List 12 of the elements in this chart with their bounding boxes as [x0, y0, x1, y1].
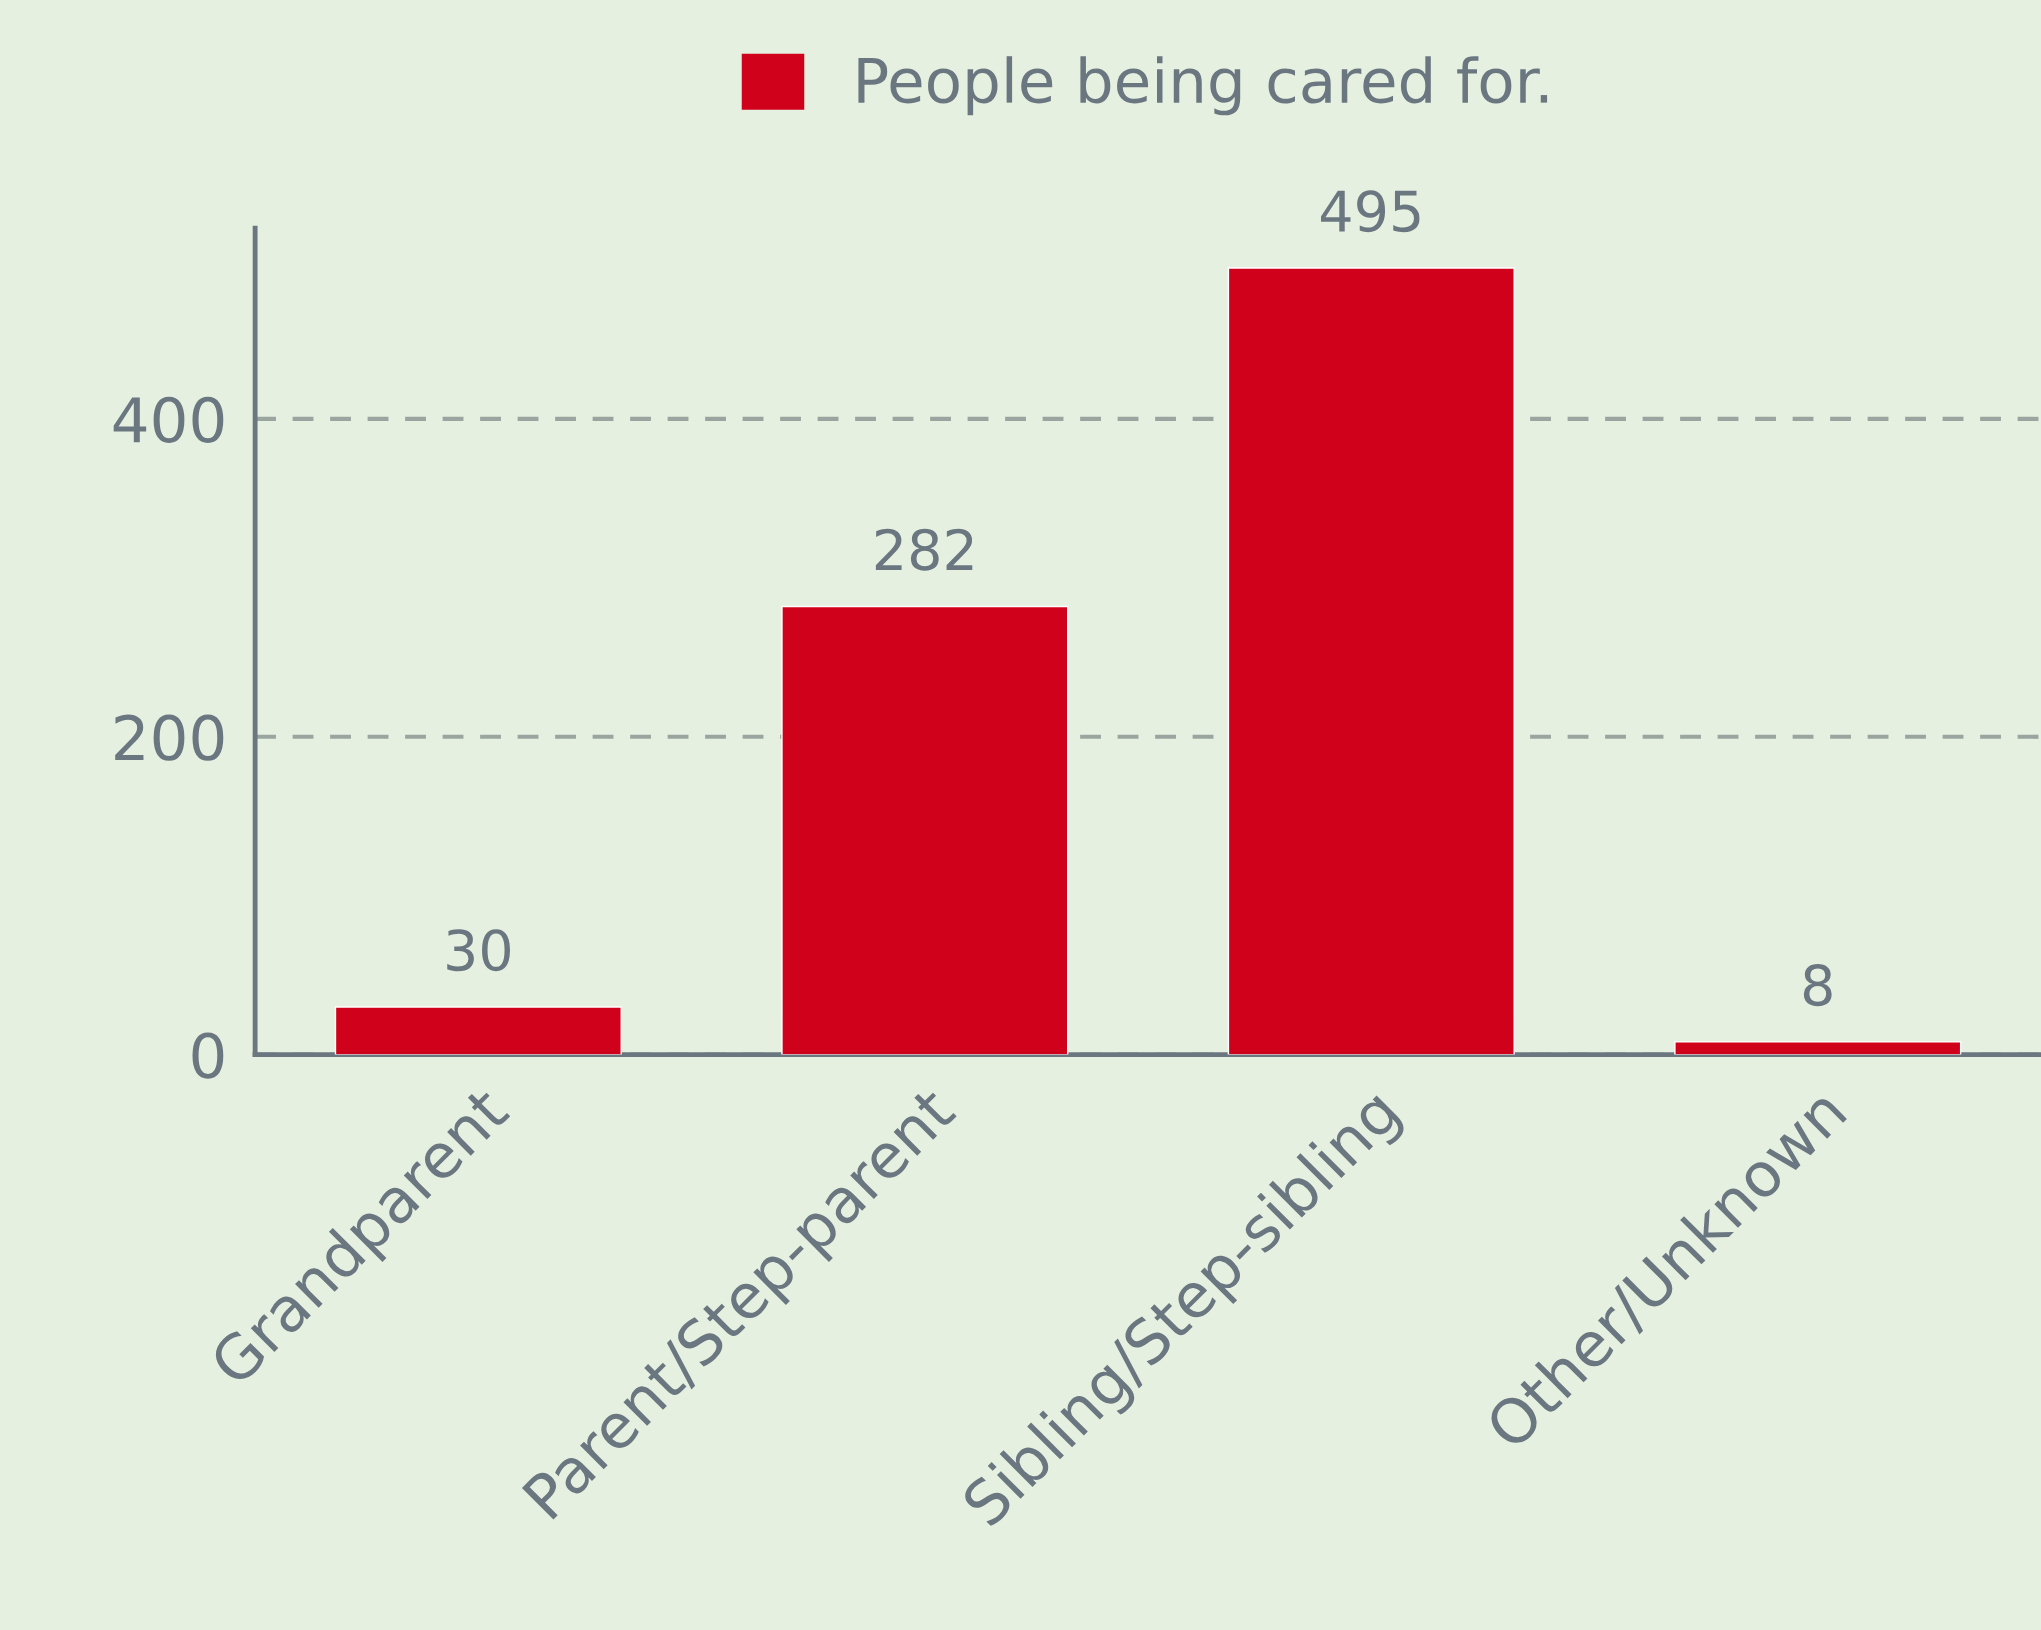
- y-tick-label: 200: [115, 714, 224, 761]
- y-tick-label: 400: [113, 396, 224, 443]
- y-tick-label: 0: [192, 1032, 224, 1079]
- bar: [781, 605, 1069, 1055]
- data-label: 8: [1803, 964, 1832, 1007]
- data-label: 30: [447, 929, 511, 972]
- data-label: 495: [1320, 190, 1420, 233]
- data-label: 282: [875, 528, 973, 571]
- bar: [1674, 1041, 1962, 1055]
- bar: [334, 1006, 622, 1055]
- legend-label: People being cared for.: [858, 56, 1548, 116]
- bar: [1227, 267, 1515, 1055]
